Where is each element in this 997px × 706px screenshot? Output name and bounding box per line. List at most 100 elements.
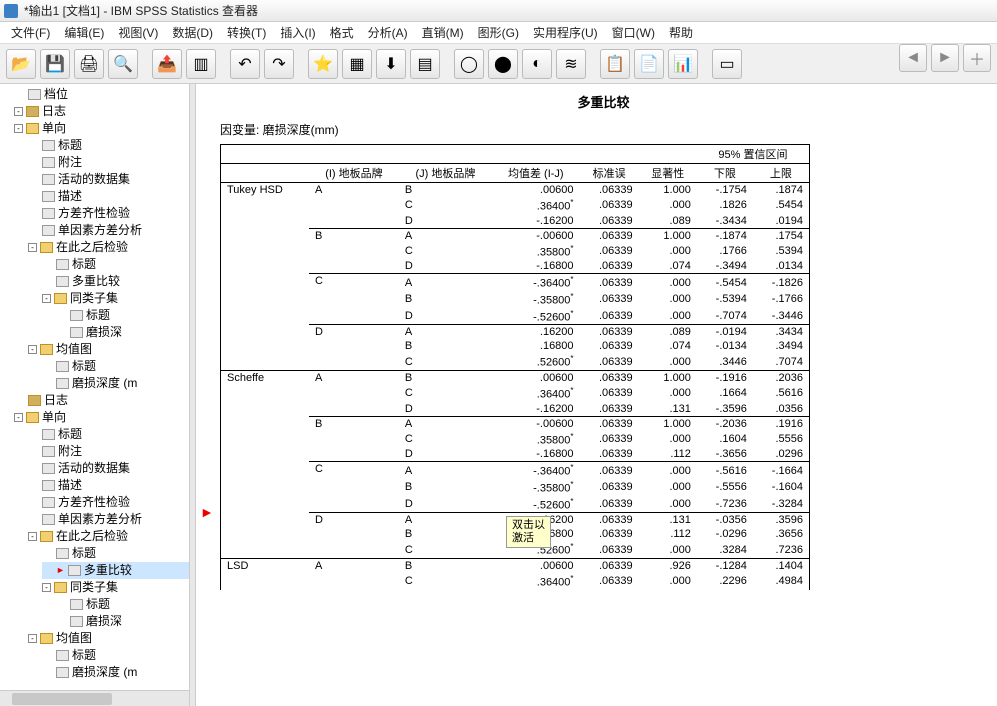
table-title: 多重比较: [220, 84, 987, 117]
tree-node[interactable]: 标题: [42, 647, 189, 664]
tree-node[interactable]: 磨损深: [56, 324, 189, 341]
script-button[interactable]: 📄: [634, 49, 664, 79]
tree-item-icon: [68, 565, 81, 576]
weight-button[interactable]: ⬤: [488, 49, 518, 79]
goto-button[interactable]: ⭐: [308, 49, 338, 79]
tree-item-icon: [42, 480, 55, 491]
tree-node[interactable]: -均值图: [28, 630, 189, 647]
run-button[interactable]: ▤: [410, 49, 440, 79]
value-labels-button[interactable]: ≋: [556, 49, 586, 79]
nav-up-button[interactable]: ＋: [963, 44, 991, 72]
tree-node[interactable]: 附注: [28, 154, 189, 171]
tree-node[interactable]: 描述: [28, 477, 189, 494]
tree-item-icon: [56, 378, 69, 389]
menu-item[interactable]: 图形(G): [471, 24, 526, 41]
menu-item[interactable]: 分析(A): [361, 24, 415, 41]
menu-item[interactable]: 格式: [323, 24, 361, 41]
preview-button[interactable]: 🔍: [108, 49, 138, 79]
tree-node[interactable]: 磨损深: [56, 613, 189, 630]
tree-item-icon: [42, 463, 55, 474]
tree-node[interactable]: 标题: [28, 137, 189, 154]
outline-tree[interactable]: 档位-日志-单向标题附注活动的数据集描述方差齐性检验单因素方差分析-在此之后检验…: [0, 84, 190, 706]
tree-item-label: 多重比较: [84, 562, 132, 579]
tree-node[interactable]: -单向: [14, 120, 189, 137]
tree-item-label: 标题: [58, 137, 82, 154]
print-button[interactable]: 🖨: [74, 49, 104, 79]
menu-item[interactable]: 插入(I): [273, 24, 322, 41]
menu-item[interactable]: 窗口(W): [605, 24, 662, 41]
tree-button[interactable]: ▭: [712, 49, 742, 79]
chart-button[interactable]: 📊: [668, 49, 698, 79]
tree-toggle-icon[interactable]: -: [14, 107, 23, 116]
menu-item[interactable]: 直销(M): [415, 24, 471, 41]
split-button[interactable]: ◐: [522, 49, 552, 79]
tree-node[interactable]: 标题: [56, 596, 189, 613]
menu-item[interactable]: 文件(F): [4, 24, 57, 41]
tree-item-icon: [56, 361, 69, 372]
tree-node[interactable]: 单因素方差分析: [28, 511, 189, 528]
tree-node[interactable]: 方差齐性检验: [28, 205, 189, 222]
menu-item[interactable]: 转换(T): [220, 24, 273, 41]
tree-toggle-icon[interactable]: -: [42, 583, 51, 592]
tree-node[interactable]: 标题: [28, 426, 189, 443]
tree-node[interactable]: -同类子集: [42, 579, 189, 596]
tree-toggle-icon[interactable]: -: [42, 294, 51, 303]
menu-item[interactable]: 实用程序(U): [526, 24, 605, 41]
tree-toggle-icon[interactable]: -: [14, 124, 23, 133]
tree-item-label: 附注: [58, 443, 82, 460]
select-button[interactable]: ◯: [454, 49, 484, 79]
tree-node[interactable]: -单向: [14, 409, 189, 426]
tree-node[interactable]: 多重比较: [42, 273, 189, 290]
tree-node[interactable]: 标题: [56, 307, 189, 324]
tree-node[interactable]: -同类子集: [42, 290, 189, 307]
goto-case-button[interactable]: ▦: [342, 49, 372, 79]
menu-item[interactable]: 数据(D): [165, 24, 220, 41]
redo-button[interactable]: ↷: [264, 49, 294, 79]
tree-node[interactable]: -均值图: [28, 341, 189, 358]
tree-node[interactable]: 标题: [42, 545, 189, 562]
menu-item[interactable]: 帮助: [662, 24, 700, 41]
tree-node[interactable]: -在此之后检验: [28, 239, 189, 256]
open-button[interactable]: 📂: [6, 49, 36, 79]
title-bar: *输出1 [文档1] - IBM SPSS Statistics 查看器: [0, 0, 997, 22]
tree-node[interactable]: 档位: [14, 86, 189, 103]
tree-node[interactable]: -在此之后检验: [28, 528, 189, 545]
tree-toggle-icon[interactable]: -: [28, 243, 37, 252]
tree-node[interactable]: 磨损深度 (m: [42, 375, 189, 392]
tree-node[interactable]: 活动的数据集: [28, 460, 189, 477]
tree-toggle-icon[interactable]: -: [28, 532, 37, 541]
output-viewer[interactable]: ► 多重比较 因变量: 磨损深度(mm) 95% 置信区间(I) 地板品牌(J)…: [196, 84, 997, 706]
tree-toggle-icon[interactable]: -: [28, 634, 37, 643]
tree-item-label: 标题: [72, 545, 96, 562]
tree-node[interactable]: ►多重比较: [42, 562, 189, 579]
tree-node[interactable]: 单因素方差分析: [28, 222, 189, 239]
tree-item-label: 磨损深度 (m: [72, 664, 137, 681]
tree-node[interactable]: 方差齐性检验: [28, 494, 189, 511]
tree-item-icon: [28, 395, 41, 406]
save-button[interactable]: 💾: [40, 49, 70, 79]
tree-toggle-icon[interactable]: -: [28, 345, 37, 354]
undo-button[interactable]: ↶: [230, 49, 260, 79]
tree-item-label: 多重比较: [72, 273, 120, 290]
tree-node[interactable]: 磨损深度 (m: [42, 664, 189, 681]
variables-button[interactable]: ⬇: [376, 49, 406, 79]
tree-item-icon: [70, 599, 83, 610]
tree-node[interactable]: 标题: [42, 256, 189, 273]
recall-button[interactable]: ▥: [186, 49, 216, 79]
tree-toggle-icon[interactable]: -: [14, 413, 23, 422]
export-button[interactable]: 📤: [152, 49, 182, 79]
tree-node[interactable]: 标题: [42, 358, 189, 375]
menu-item[interactable]: 编辑(E): [57, 24, 111, 41]
tree-node[interactable]: 日志: [14, 392, 189, 409]
tree-node[interactable]: -日志: [14, 103, 189, 120]
tree-node[interactable]: 附注: [28, 443, 189, 460]
tree-node[interactable]: 活动的数据集: [28, 171, 189, 188]
tree-scrollbar[interactable]: [0, 690, 190, 706]
tree-node[interactable]: 描述: [28, 188, 189, 205]
nav-back-button[interactable]: ◄: [899, 44, 927, 72]
menu-item[interactable]: 视图(V): [111, 24, 165, 41]
tree-item-icon: [26, 123, 39, 134]
tree-item-icon: [42, 514, 55, 525]
designate-button[interactable]: 📋: [600, 49, 630, 79]
nav-forward-button[interactable]: ►: [931, 44, 959, 72]
